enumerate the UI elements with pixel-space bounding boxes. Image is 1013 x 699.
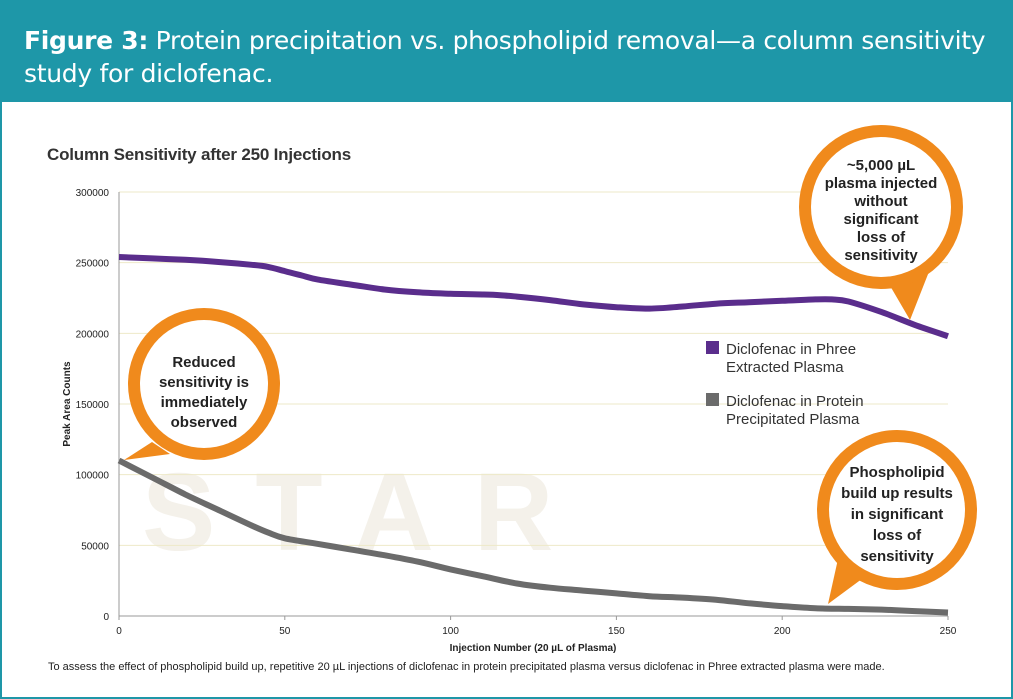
callout-reduced-sensitivity: Reduced sensitivity is immediately obser… — [124, 308, 280, 460]
series-line-phree — [118, 254, 949, 340]
footnote: To assess the effect of phospholipid bui… — [48, 661, 885, 673]
callout-line: Phospholipid — [850, 464, 945, 481]
x-axis-title: Injection Number (20 µL of Plasma) — [450, 643, 617, 654]
callout-line: sensitivity — [844, 247, 918, 264]
legend-swatch-phree — [706, 341, 719, 354]
callout-center — [811, 137, 951, 277]
y-tick-label: 100000 — [76, 471, 110, 482]
callout-line: Reduced — [172, 354, 235, 371]
legend-label-phree-2: Extracted Plasma — [726, 359, 844, 376]
callout-center — [829, 442, 965, 578]
callout-line: loss of — [873, 527, 922, 544]
legend-swatch-protein — [706, 393, 719, 406]
callout-line: without — [853, 193, 907, 210]
x-tick-label: 50 — [279, 626, 291, 637]
callout-line: in significant — [851, 506, 944, 523]
y-tick-labels: 0 50000 100000 150000 200000 250000 300000 — [76, 188, 110, 623]
callout-line: observed — [171, 414, 238, 431]
y-tick-label: 250000 — [76, 259, 110, 270]
watermark: STAR — [142, 451, 593, 574]
x-tick-label: 100 — [442, 626, 459, 637]
y-axis-title: Peak Area Counts — [62, 361, 73, 447]
x-tick-labels: 0 50 100 150 200 250 — [116, 616, 957, 637]
y-tick-label: 50000 — [81, 541, 109, 552]
callout-line: sensitivity is — [159, 374, 249, 391]
legend-label-protein-2: Precipitated Plasma — [726, 411, 860, 428]
callout-plasma-injected: ~5,000 µL plasma injected without signif… — [799, 125, 963, 320]
callout-line: loss of — [857, 229, 906, 246]
series-line-protein — [117, 457, 949, 616]
x-tick-label: 150 — [608, 626, 625, 637]
legend-label-protein-1: Diclofenac in Protein — [726, 393, 864, 410]
callout-tail — [124, 442, 170, 460]
callout-line: sensitivity — [860, 548, 934, 565]
figure-label: Figure 3: — [24, 26, 149, 55]
grid-lines — [119, 191, 948, 546]
y-tick-label: 0 — [103, 612, 109, 623]
y-tick-label: 200000 — [76, 329, 110, 340]
callout-phospholipid: Phospholipid build up results in signifi… — [817, 430, 977, 604]
callout-line: significant — [843, 211, 918, 228]
figure-caption: Protein precipitation vs. phospholipid r… — [24, 26, 986, 88]
x-tick-label: 0 — [116, 626, 122, 637]
figure-header: Figure 3: Protein precipitation vs. phos… — [2, 2, 1011, 102]
series-lines — [117, 254, 949, 616]
callout-center — [140, 320, 268, 448]
x-tick-label: 250 — [940, 626, 957, 637]
legend-label-phree-1: Diclofenac in Phree — [726, 341, 856, 358]
y-tick-label: 300000 — [76, 188, 110, 199]
callout-line: plasma injected — [825, 175, 938, 192]
callout-line: build up results — [841, 485, 953, 502]
y-tick-label: 150000 — [76, 400, 110, 411]
x-tick-label: 200 — [774, 626, 791, 637]
chart-title: Column Sensitivity after 250 Injections — [47, 145, 351, 164]
callout-line: immediately — [161, 394, 248, 411]
callout-line: ~5,000 µL — [847, 157, 915, 174]
